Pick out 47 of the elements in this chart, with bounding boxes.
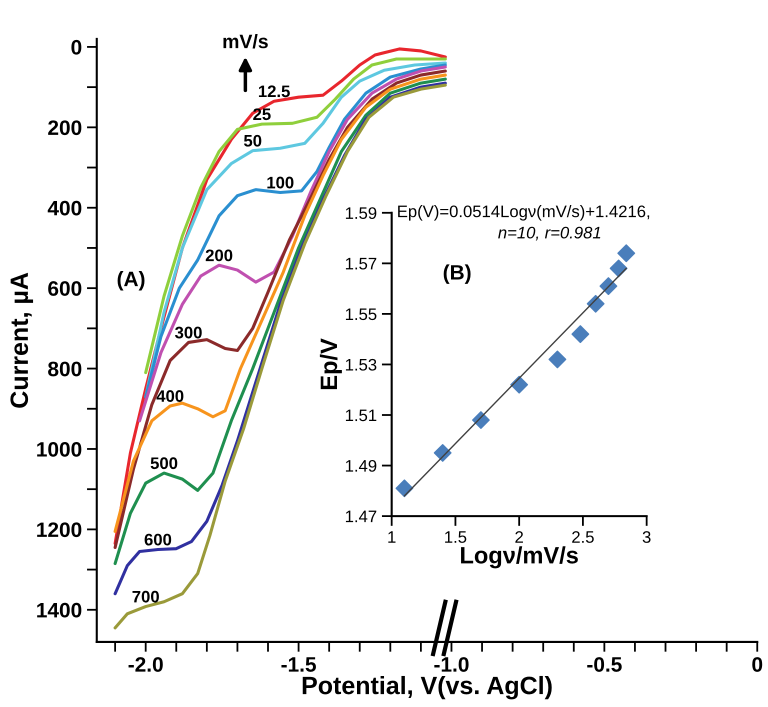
y-tick-label: 1.47 xyxy=(346,510,376,522)
y-tick-label: 1.57 xyxy=(346,258,376,270)
x-tick-label: -2.0 xyxy=(128,657,163,672)
annotation: (A) xyxy=(118,271,144,290)
x-tick-label: 1.5 xyxy=(445,531,466,543)
y-axis-title: Current, µA xyxy=(10,272,34,408)
y-tick-label: 1.49 xyxy=(346,460,376,472)
y-axis-title: Ep/V xyxy=(320,338,342,390)
series-label: 50 xyxy=(244,134,262,147)
y-tick-label: 1400 xyxy=(37,602,82,618)
series-label: 12.5 xyxy=(258,85,290,98)
x-tick-label: -0.5 xyxy=(587,657,622,672)
x-axis-title: Logν/mV/s xyxy=(461,546,578,568)
y-tick-label: 1.59 xyxy=(346,207,376,220)
series-label: 400 xyxy=(156,390,184,402)
series-label: 200 xyxy=(206,249,232,262)
y-tick-label: 0 xyxy=(71,40,82,55)
series-label: 100 xyxy=(267,176,294,188)
x-axis-title: Potential, V(vs. AgCl) xyxy=(302,676,552,700)
y-tick-label: 200 xyxy=(48,120,82,136)
y-tick-label: 1.51 xyxy=(346,410,376,422)
x-tick-label: -1.5 xyxy=(281,657,316,672)
annotation: n=10, r=0.981 xyxy=(498,226,600,240)
x-tick-label: 1 xyxy=(388,531,396,543)
y-tick-label: 400 xyxy=(48,200,82,216)
x-tick-label: -1.0 xyxy=(434,657,469,672)
x-tick-label: 0 xyxy=(752,657,762,672)
point xyxy=(617,244,636,262)
y-tick-label: 1200 xyxy=(37,522,82,538)
annotation: mV/s xyxy=(223,34,268,49)
x-tick-label: 2.5 xyxy=(572,531,594,543)
y-tick-label: 1.53 xyxy=(346,358,376,371)
series-label: 500 xyxy=(150,457,178,470)
series-label: 300 xyxy=(174,326,202,338)
x-tick-label: 3 xyxy=(642,531,651,543)
y-tick-label: 1000 xyxy=(37,442,82,457)
point xyxy=(571,325,590,344)
x-tick-label: 2 xyxy=(515,531,523,543)
annotation: (B) xyxy=(444,264,471,284)
series-label: 700 xyxy=(132,590,159,603)
y-tick-label: 600 xyxy=(48,281,82,296)
point xyxy=(548,350,566,368)
y-tick-label: 1.55 xyxy=(346,308,376,320)
y-tick-label: 800 xyxy=(48,362,82,376)
series-label: 600 xyxy=(144,534,172,546)
annotation: Ep(V)=0.0514Logν(mV/s)+1.4216, xyxy=(398,205,650,221)
series-label: 25 xyxy=(253,108,271,120)
